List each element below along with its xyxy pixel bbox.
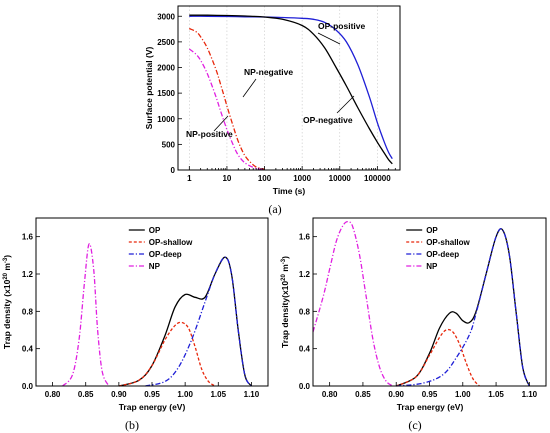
- chart-a-series-np-negative: [188, 27, 265, 170]
- chart-c-legend: OP OP-shallow OP-deep NP: [406, 226, 471, 271]
- chart-a-ytick-label: 1000: [157, 115, 175, 124]
- chart-c-ytick-label: 0.4: [299, 345, 311, 354]
- chart-b-xtick-label: 1.00: [177, 390, 193, 399]
- chart-c-xtick-label: 1.05: [488, 390, 504, 399]
- chart-b-xlabel: Trap energy (eV): [119, 402, 186, 412]
- chart-c-series-op-deep: [396, 228, 531, 387]
- chart-c-series-op: [395, 228, 531, 387]
- chart-b-xtick-label: 0.95: [144, 390, 160, 399]
- chart-a-ticks: 1 10 100 1000 10000 100000 0 500 1000 1500 2000 250…: [157, 12, 401, 183]
- chart-c-ytick-label: 1.2: [299, 270, 311, 279]
- chart-c-series: [312, 220, 531, 387]
- chart-b-legend: OP OP-shallow OP-deep NP: [128, 226, 193, 271]
- chart-b-xtick-label: 1.05: [210, 390, 226, 399]
- chart-c-legend-label-op: OP: [426, 226, 438, 235]
- chart-a-ytick-label: 3000: [157, 12, 175, 21]
- chart-b-series: [62, 243, 252, 387]
- chart-c-xtick-label: 0.95: [422, 390, 438, 399]
- chart-a-ytick-label: 0: [171, 166, 176, 175]
- chart-c-xtick-label: 0.85: [355, 390, 371, 399]
- chart-c-xtick-label: 1.00: [455, 390, 471, 399]
- chart-b-ytick-label: 0.4: [22, 345, 34, 354]
- chart-a-xtick-label: 100000: [364, 174, 391, 183]
- chart-b-series-op: [118, 256, 252, 387]
- chart-b-ytick-label: 1.6: [22, 233, 34, 242]
- chart-a-xtick-label: 100: [258, 174, 272, 183]
- chart-c-ytick-label: 0.0: [299, 382, 311, 391]
- chart-c-ylabel: Trap density(x1020 m-3): [280, 256, 290, 348]
- chart-a-frame: [177, 5, 401, 171]
- chart-a-series: [188, 14, 393, 171]
- annotation-np-positive-arrow: [213, 115, 229, 132]
- chart-b-series-op-shallow: [118, 321, 216, 387]
- chart-b-legend-label-op-shallow: OP-shallow: [149, 238, 193, 247]
- chart-c-legend-label-op-deep: OP-deep: [426, 250, 459, 259]
- chart-b-ylabel: Trap density (x1020 m-3): [2, 255, 12, 349]
- chart-c-series-op-shallow: [395, 328, 480, 387]
- chart-b-ytick-label: 0.0: [22, 382, 34, 391]
- chart-b: 0.80 0.85 0.90 0.95 1.00 1.05 1.10 0.0 0.4 0.8 1.2…: [2, 217, 269, 432]
- chart-b-xtick-label: 0.90: [111, 390, 127, 399]
- chart-c-xtick-label: 0.80: [322, 390, 338, 399]
- chart-b-caption: (b): [125, 418, 139, 432]
- annotation-np-positive: NP-positive: [186, 129, 233, 139]
- chart-a-xlabel: Time (s): [273, 186, 306, 196]
- annotation-np-negative: NP-negative: [244, 67, 293, 77]
- chart-b-ytick-label: 0.8: [22, 307, 34, 316]
- chart-c-xtick-label: 1.10: [522, 390, 538, 399]
- chart-a-ytick-label: 1500: [157, 89, 175, 98]
- chart-b-series-np: [62, 243, 110, 387]
- chart-a-ytick-label: 2500: [157, 38, 175, 47]
- chart-b-ytick-label: 1.2: [22, 270, 34, 279]
- chart-a-ytick-label: 2000: [157, 64, 175, 73]
- chart-c-legend-label-op-shallow: OP-shallow: [426, 238, 470, 247]
- chart-a-ytick-label: 500: [162, 140, 176, 149]
- chart-c-legend-label-np: NP: [426, 262, 438, 271]
- chart-b-series-op-deep: [145, 256, 252, 387]
- chart-a-xtick-label: 1: [187, 174, 192, 183]
- chart-b-legend-label-op-deep: OP-deep: [149, 250, 182, 259]
- chart-c-ytick-label: 0.8: [299, 307, 311, 316]
- chart-b-legend-label-np: NP: [149, 262, 161, 271]
- chart-a-caption: (a): [268, 202, 281, 216]
- chart-a-xtick-label: 10000: [329, 174, 352, 183]
- annotation-op-negative-arrow: [336, 95, 355, 114]
- annotation-np-negative-arrow: [242, 78, 257, 98]
- annotation-op-positive-arrow: [317, 32, 341, 45]
- chart-c: 0.80 0.85 0.90 0.95 1.00 1.05 1.10 0.0 0.4 0.8 1.2…: [280, 217, 547, 432]
- chart-a: 1 10 100 1000 10000 100000 0 500 1000 1500 2000 250…: [144, 5, 401, 216]
- chart-c-ytick-label: 1.6: [299, 233, 311, 242]
- chart-a-series-op-positive: [189, 15, 393, 160]
- chart-a-series-op-negative: [189, 14, 393, 165]
- chart-a-xtick-label: 10: [222, 174, 231, 183]
- chart-a-ylabel: Surface potential (V): [144, 47, 154, 130]
- chart-a-xtick-label: 1000: [293, 174, 311, 183]
- chart-c-ticks: 0.80 0.85 0.90 0.95 1.00 1.05 1.10 0.0 0.4 0.8 1.2…: [299, 233, 538, 399]
- annotation-op-negative: OP-negative: [303, 115, 353, 125]
- chart-b-xtick-label: 1.10: [244, 390, 260, 399]
- chart-b-xtick-label: 0.85: [78, 390, 94, 399]
- chart-b-ticks: 0.80 0.85 0.90 0.95 1.00 1.05 1.10 0.0 0.4 0.8 1.2…: [22, 233, 260, 399]
- chart-b-xtick-label: 0.80: [45, 390, 61, 399]
- annotation-op-positive: OP-positive: [318, 21, 366, 31]
- chart-c-caption: (c): [408, 418, 421, 432]
- chart-c-xtick-label: 0.90: [388, 390, 404, 399]
- chart-c-xlabel: Trap energy (eV): [397, 402, 464, 412]
- chart-c-series-np: [312, 220, 394, 387]
- chart-b-legend-label-op: OP: [149, 226, 161, 235]
